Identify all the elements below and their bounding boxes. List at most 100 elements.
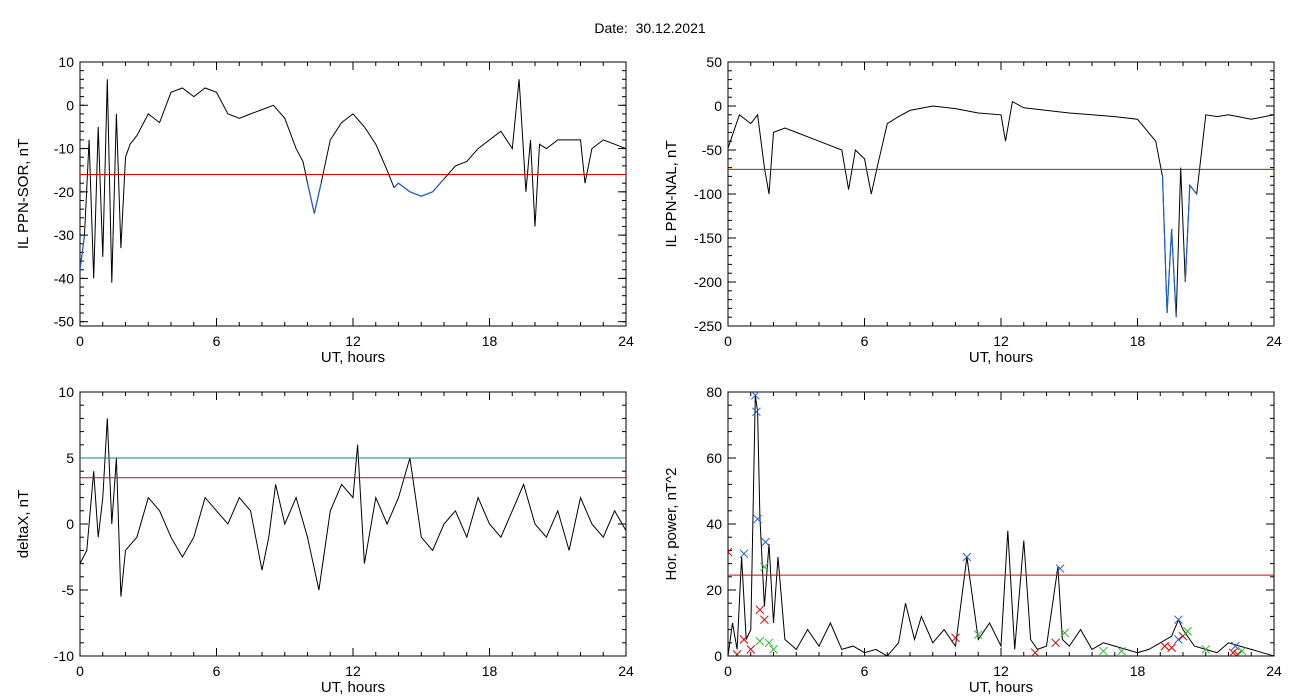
x-tick-label: 0 [76, 663, 84, 679]
cross-marker [1167, 643, 1176, 653]
plot-area [80, 418, 626, 597]
x-tick-label: 24 [618, 663, 634, 679]
below-threshold-segment [409, 191, 422, 197]
cross-marker-stroke [734, 649, 742, 656]
chart-panel-il-sor: 0 6 12 18 24 10 0 -10 -20 -30 -40 -50 UT, hours IL PP… [15, 54, 634, 366]
cross-marker [755, 636, 765, 646]
x-axis-label: UT, hours [321, 679, 385, 696]
y-tick-label: -5 [62, 582, 75, 598]
cross-marker-stroke [761, 537, 770, 547]
below-threshold-segment [313, 183, 322, 214]
x-axis-label: UT, hours [969, 679, 1033, 696]
y-tick-label: -150 [694, 230, 722, 246]
cross-marker [1237, 646, 1247, 656]
x-axis-label: UT, hours [321, 349, 385, 366]
cross-marker-stroke [1117, 646, 1126, 656]
cross-marker [1201, 645, 1211, 654]
y-axis-label: Hor. power, nT^2 [663, 468, 680, 581]
x-tick-label: 6 [213, 663, 221, 679]
x-tick-label: 6 [861, 333, 869, 349]
plot-frame [727, 61, 1275, 327]
cross-marker-stroke [739, 635, 749, 644]
cross-marker-stroke [1174, 635, 1183, 644]
cross-marker-stroke [750, 392, 760, 400]
cross-marker-stroke [1051, 638, 1060, 648]
cross-marker-stroke [755, 605, 765, 615]
series-line [728, 395, 1274, 656]
x-tick-label: 24 [1266, 663, 1282, 679]
y-tick-label: -10 [54, 648, 74, 664]
cross-marker [760, 562, 769, 572]
cross-marker [728, 547, 733, 557]
below-threshold-segment [306, 183, 315, 214]
y-tick-label: 20 [706, 582, 722, 598]
y-tick-label: 5 [66, 450, 74, 466]
y-tick-label: -100 [694, 186, 722, 202]
y-tick-label: -10 [54, 141, 74, 157]
cross-marker [1055, 564, 1065, 573]
below-threshold-segment [1184, 185, 1191, 283]
y-axis-label: deltaX, nT [15, 490, 32, 558]
x-tick-label: 12 [345, 333, 361, 349]
y-tick-label: -20 [54, 184, 74, 200]
cross-marker-stroke [739, 549, 749, 559]
cross-marker [1099, 646, 1108, 656]
y-tick-label: 0 [714, 98, 722, 114]
cross-marker [962, 552, 972, 562]
x-tick-label: 18 [482, 663, 498, 679]
cross-marker-stroke [1031, 648, 1040, 656]
below-threshold-segment [1189, 184, 1198, 195]
cross-marker [753, 514, 762, 524]
cross-marker-stroke [1174, 615, 1183, 625]
cross-marker-stroke [1235, 649, 1242, 656]
x-tick-label: 18 [482, 333, 498, 349]
cross-marker [764, 638, 774, 648]
x-tick-label: 6 [213, 333, 221, 349]
x-tick-label: 24 [1266, 333, 1282, 349]
cross-marker-stroke [755, 636, 765, 646]
y-tick-label: 0 [66, 516, 74, 532]
x-tick-label: 0 [724, 663, 732, 679]
plot-area [728, 100, 1274, 318]
cross-marker [1230, 641, 1240, 651]
chart-panel-hor-power: 0 6 12 18 24 80 60 40 20 0 UT, hours Hor. power, nT… [663, 384, 1282, 696]
cross-marker [769, 645, 778, 654]
cross-marker-stroke [1160, 641, 1170, 651]
cross-marker [1174, 635, 1183, 644]
cross-marker-stroke [760, 615, 769, 625]
y-tick-label: -50 [702, 142, 722, 158]
y-tick-label: -30 [54, 227, 74, 243]
chart-panel-il-nal: 0 6 12 18 24 50 0 -50 -100 -150 -200 -250 UT, hours I… [663, 54, 1282, 366]
cross-marker [1051, 638, 1060, 648]
plot-area [80, 79, 626, 283]
x-tick-label: 24 [618, 333, 634, 349]
cross-marker-stroke [973, 630, 983, 639]
cross-marker-stroke [1167, 643, 1176, 653]
cross-marker-stroke [1183, 626, 1192, 636]
below-threshold-segment [1171, 229, 1177, 318]
cross-marker-stroke [1230, 641, 1240, 651]
cross-marker-stroke [728, 547, 733, 553]
date-header: Date: 30.12.2021 [0, 20, 1300, 36]
cross-marker [1160, 641, 1170, 651]
cross-marker [1030, 648, 1040, 656]
cross-marker-stroke [752, 407, 761, 417]
plot-frame [79, 61, 627, 327]
cross-marker-stroke [1099, 646, 1108, 656]
below-threshold-segment [421, 191, 433, 197]
cross-marker [1183, 626, 1192, 636]
series-line [80, 79, 626, 283]
cross-marker [1060, 628, 1070, 638]
cross-marker-stroke [1237, 646, 1247, 656]
y-tick-label: -50 [54, 314, 74, 330]
x-axis-label: UT, hours [969, 349, 1033, 366]
y-tick-label: 50 [706, 54, 722, 70]
x-tick-label: 12 [993, 333, 1009, 349]
cross-marker [951, 633, 960, 643]
plot-frame [79, 391, 627, 657]
date-label: Date: [594, 20, 628, 36]
x-tick-label: 0 [724, 333, 732, 349]
cross-marker [746, 645, 756, 654]
y-tick-label: 80 [706, 384, 722, 400]
x-tick-label: 0 [76, 333, 84, 349]
